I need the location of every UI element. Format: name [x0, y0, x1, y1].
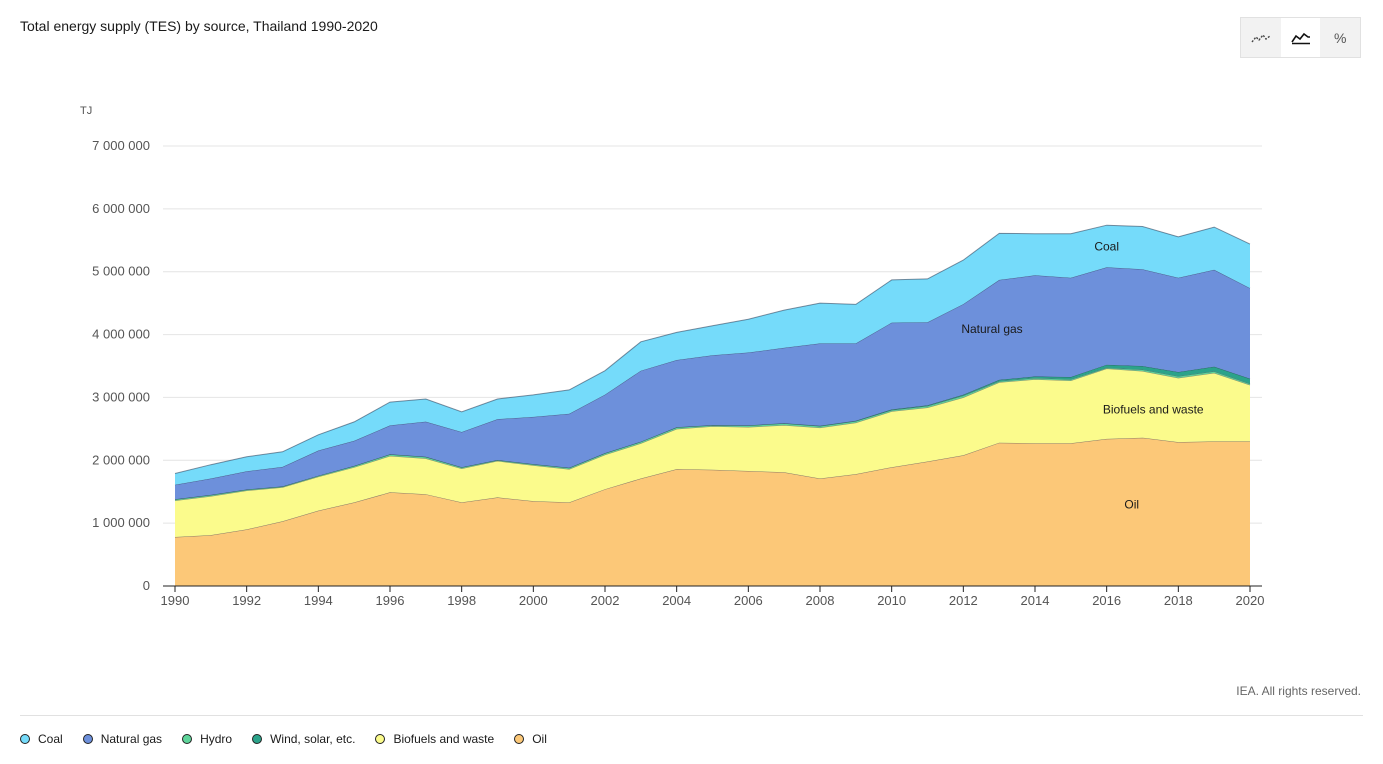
- x-tick-label: 2016: [1092, 593, 1121, 608]
- legend-item-biofuels-waste[interactable]: Biofuels and waste: [375, 732, 494, 746]
- area-biofuels-and-waste[interactable]: [175, 368, 1250, 538]
- legend-swatch-wind-solar: [252, 734, 263, 744]
- legend-item-hydro[interactable]: Hydro: [182, 732, 232, 746]
- x-tick-label: 1990: [161, 593, 190, 608]
- legend-swatch-biofuels-waste: [375, 734, 386, 744]
- legend-item-wind-solar[interactable]: Wind, solar, etc.: [252, 732, 355, 746]
- area-label: Biofuels and waste: [1103, 402, 1204, 416]
- chart-view-toggle: %: [1240, 17, 1361, 58]
- area-hydro[interactable]: [175, 367, 1250, 501]
- x-tick-label: 2000: [519, 593, 548, 608]
- x-axis: 1990 1992 1994 1996 1998 2000 2002 2004 2006 2008…: [161, 585, 1265, 608]
- percent-view-button[interactable]: %: [1320, 18, 1360, 57]
- area-natural-gas[interactable]: [175, 267, 1250, 500]
- area-label: Coal: [1094, 239, 1119, 253]
- x-tick-label: 1992: [232, 593, 261, 608]
- x-tick-label: 2020: [1236, 593, 1265, 608]
- area-labels: Coal Natural gas Biofuels and waste Oil: [961, 239, 1204, 511]
- legend: Coal Natural gas Hydro Wind, solar, etc.…: [20, 732, 547, 746]
- legend-item-oil[interactable]: Oil: [514, 732, 547, 746]
- line-chart-view-button[interactable]: [1241, 18, 1281, 57]
- x-tick-label: 1998: [447, 593, 476, 608]
- stacked-areas: [174, 224, 1251, 586]
- x-tick-label: 2012: [949, 593, 978, 608]
- y-tick-label: 7 000 000: [92, 138, 150, 153]
- legend-item-coal[interactable]: Coal: [20, 732, 63, 746]
- area-oil[interactable]: [175, 437, 1250, 586]
- x-tick-label: 2014: [1021, 593, 1050, 608]
- x-tick-label: 2006: [734, 593, 763, 608]
- x-tick-label: 2004: [662, 593, 691, 608]
- area-chart-view-button[interactable]: [1280, 18, 1321, 57]
- legend-swatch-oil: [514, 734, 525, 744]
- percent-icon: %: [1333, 29, 1347, 46]
- legend-label: Natural gas: [100, 732, 163, 746]
- y-tick-label: 5 000 000: [92, 264, 150, 279]
- legend-label: Oil: [532, 732, 547, 746]
- chart-title: Total energy supply (TES) by source, Tha…: [20, 18, 378, 34]
- legend-label: Biofuels and waste: [393, 732, 495, 746]
- legend-label: Hydro: [200, 732, 233, 746]
- x-tick-label: 1996: [376, 593, 405, 608]
- area-edge-coal: [174, 224, 1251, 474]
- area-label: Natural gas: [961, 322, 1022, 336]
- line-chart-icon: [1251, 33, 1271, 42]
- x-tick-label: 2002: [591, 593, 620, 608]
- y-tick-label: 0: [143, 578, 150, 593]
- x-tick-label: 2008: [806, 593, 835, 608]
- x-tick-label: 2018: [1164, 593, 1193, 608]
- legend-swatch-natural-gas: [82, 734, 93, 744]
- legend-divider: [20, 715, 1363, 716]
- legend-swatch-coal: [20, 734, 30, 744]
- legend-label: Wind, solar, etc.: [270, 732, 356, 746]
- y-tick-label: 2 000 000: [92, 452, 150, 467]
- x-tick-label: 2010: [877, 593, 906, 608]
- area-chart-icon: [1290, 32, 1310, 44]
- x-tick-label: 1994: [304, 593, 333, 608]
- copyright-credit: IEA. All rights reserved.: [1236, 684, 1361, 698]
- area-label: Oil: [1124, 498, 1139, 512]
- area-coal[interactable]: [175, 225, 1250, 485]
- y-tick-label: 6 000 000: [92, 201, 150, 216]
- legend-swatch-hydro: [182, 734, 193, 744]
- legend-item-natural-gas[interactable]: Natural gas: [82, 732, 163, 746]
- y-axis: 0 1 000 000 2 000 000 3 000 000 4 000 000 5 0…: [80, 105, 150, 593]
- legend-label: Coal: [38, 732, 63, 746]
- y-tick-label: 1 000 000: [92, 515, 150, 530]
- y-tick-label: 4 000 000: [92, 327, 150, 342]
- y-tick-label: 3 000 000: [92, 389, 150, 404]
- y-axis-unit-label: TJ: [80, 105, 92, 117]
